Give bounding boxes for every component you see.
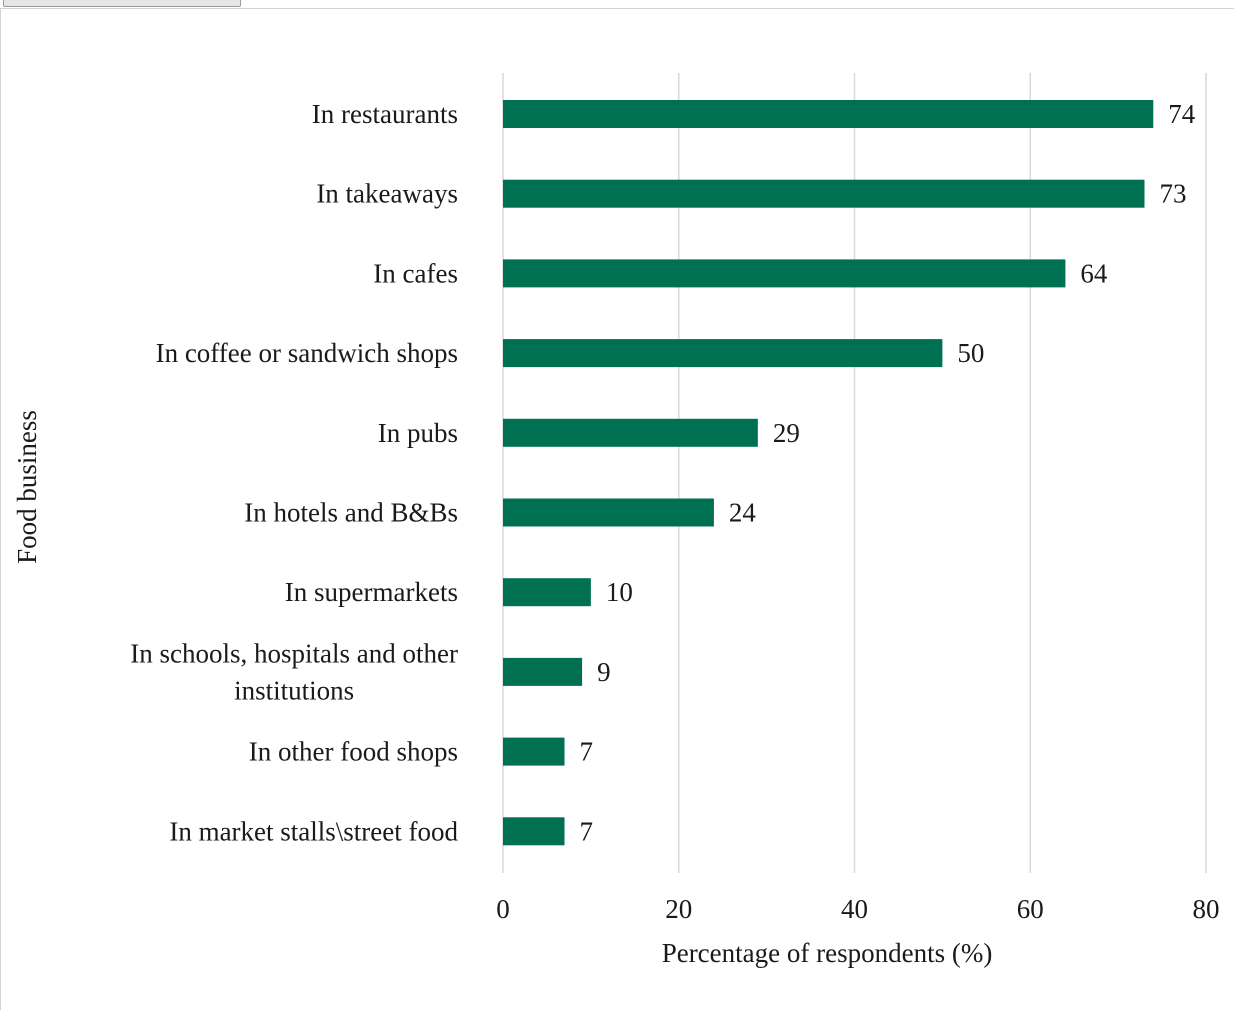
category-label: In pubs (378, 418, 458, 448)
x-tick-labels: 0 20 40 60 80 (496, 894, 1219, 924)
frame-top-border (0, 8, 1234, 9)
category-label-line: institutions (234, 675, 354, 705)
bar (503, 817, 565, 846)
category-label: In schools, hospitals and other instituti… (130, 638, 458, 705)
y-axis-title: Food business (12, 410, 42, 564)
bar (503, 578, 591, 607)
top-tab-control[interactable] (3, 0, 241, 7)
data-label: 64 (1080, 258, 1108, 288)
x-tick-label: 20 (665, 894, 692, 924)
data-label: 74 (1168, 99, 1196, 129)
category-label-line: In restaurants (312, 99, 458, 129)
category-label-line: In market stalls\street food (169, 816, 458, 846)
data-label: 10 (606, 577, 633, 607)
bar (503, 259, 1066, 288)
category-label: In takeaways (316, 179, 458, 209)
frame-left-border (0, 8, 1, 1010)
data-label: 50 (957, 338, 984, 368)
category-label: In restaurants (312, 99, 458, 129)
bar (503, 179, 1145, 208)
category-label: In hotels and B&Bs (244, 498, 458, 528)
category-label-line: In schools, hospitals and other (130, 638, 458, 668)
x-tick-label: 40 (841, 894, 868, 924)
category-labels: In restaurants In takeaways In cafes In cof… (130, 99, 458, 846)
bar (503, 737, 565, 766)
category-label-line: In cafes (373, 258, 458, 288)
category-label: In cafes (373, 258, 458, 288)
data-label: 73 (1159, 179, 1186, 209)
bar (503, 339, 943, 368)
x-tick-label: 60 (1017, 894, 1044, 924)
data-label: 7 (580, 816, 594, 846)
category-label-line: In other food shops (249, 737, 458, 767)
x-axis-title: Percentage of respondents (%) (662, 938, 993, 968)
category-label: In supermarkets (285, 577, 458, 607)
x-tick-label: 80 (1193, 894, 1220, 924)
category-label-line: In supermarkets (285, 577, 458, 607)
bars (503, 100, 1154, 846)
category-label: In market stalls\street food (169, 816, 458, 846)
category-label: In other food shops (249, 737, 458, 767)
data-label: 9 (597, 657, 611, 687)
category-label-line: In pubs (378, 418, 458, 448)
data-label: 29 (773, 418, 800, 448)
category-label-line: In coffee or sandwich shops (156, 338, 458, 368)
x-tick-label: 0 (496, 894, 510, 924)
bar (503, 498, 714, 527)
bar (503, 657, 583, 686)
data-labels: 74 73 64 50 29 24 10 9 7 7 (580, 99, 1196, 846)
category-label-line: In hotels and B&Bs (244, 498, 458, 528)
category-label: In coffee or sandwich shops (156, 338, 458, 368)
bar (503, 418, 758, 447)
bar (503, 100, 1154, 128)
data-label: 24 (729, 498, 757, 528)
data-label: 7 (580, 737, 594, 767)
category-label-line: In takeaways (316, 179, 458, 209)
